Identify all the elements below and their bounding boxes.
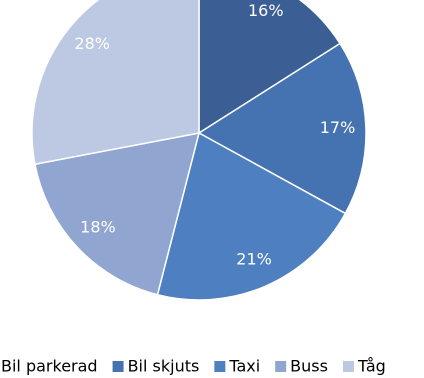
legend-label: Tåg — [357, 357, 386, 376]
pie-slice — [34, 132, 201, 296]
legend-label: Taxi — [228, 357, 260, 376]
legend-marker — [214, 361, 226, 372]
data-label: 18% — [80, 217, 116, 236]
data-label: 17% — [320, 118, 356, 137]
legend-label: Bil parkerad — [1, 357, 98, 376]
pie-slice — [31, 0, 200, 166]
data-label: 21% — [236, 250, 272, 269]
data-label: 16% — [248, 1, 284, 20]
legend: Bil parkerad Bil skjuts Taxi Buss Tåg — [1, 357, 386, 376]
legend-marker — [275, 361, 287, 372]
data-label: 28% — [74, 34, 110, 53]
pie-slice — [156, 131, 347, 301]
pie: 16% 17% 21% 18% 28% — [31, 0, 367, 301]
legend-marker — [112, 361, 124, 372]
pie-slice — [197, 42, 367, 215]
legend-marker — [342, 361, 354, 372]
legend-label: Bil skjuts — [128, 357, 200, 376]
legend-label: Buss — [290, 357, 328, 376]
pie-slice — [198, 0, 342, 135]
